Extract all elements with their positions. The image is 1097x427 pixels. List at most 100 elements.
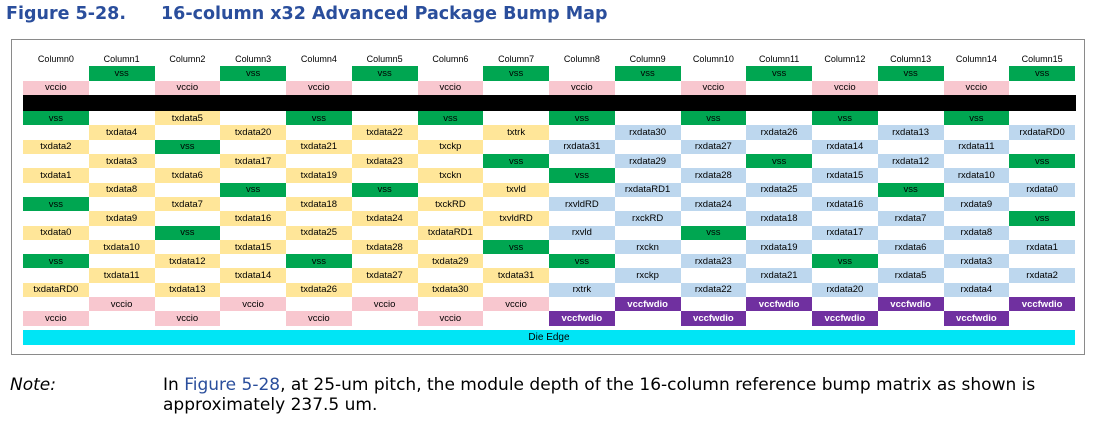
bump-cell: vss xyxy=(680,225,747,240)
figure-reference-link[interactable]: Figure 5-28 xyxy=(184,375,281,395)
bump-cell xyxy=(286,297,352,312)
bump-cell xyxy=(746,168,812,183)
bump-cell: rxdata5 xyxy=(877,268,944,283)
note-text-after: , at 25-um pitch, the module depth of th… xyxy=(163,375,1036,415)
bump-cell: vss xyxy=(286,110,352,126)
bump-cell xyxy=(351,225,418,240)
bump-row: txdata4 txdata20 txdata22 txtrk rxdata30 rxda… xyxy=(23,125,1075,140)
bump-cell: rxdata25 xyxy=(746,182,812,197)
bump-cell xyxy=(877,225,944,240)
bump-cell: rxdata30 xyxy=(614,125,681,140)
figure-number: Figure 5-28. xyxy=(6,4,126,24)
bump-cell: rxdata21 xyxy=(746,268,812,283)
bump-row: vccio vccio vccio vccio vccio vccio vccio vccio xyxy=(23,80,1075,96)
bump-cell: vss xyxy=(549,254,615,269)
bump-cell xyxy=(351,110,418,126)
bump-cell xyxy=(1009,139,1075,155)
bump-cell: vss xyxy=(812,110,878,126)
bump-cell: vccfwdio xyxy=(680,311,747,326)
bump-cell: txdata12 xyxy=(154,254,221,269)
bump-cell xyxy=(417,211,484,226)
bump-cell: vss xyxy=(1009,154,1075,169)
bump-cell xyxy=(549,211,615,226)
bump-cell xyxy=(877,282,944,298)
bump-cell: vss xyxy=(483,66,549,81)
bump-cell: vccfwdio xyxy=(746,297,812,312)
bump-cell: txdata28 xyxy=(351,239,418,255)
bump-cell xyxy=(746,225,812,240)
bump-cell: vss xyxy=(549,110,615,126)
bump-cell xyxy=(417,297,484,312)
bump-cell: vccio xyxy=(812,80,878,96)
bump-cell xyxy=(154,239,221,255)
bump-cell: rxdata24 xyxy=(680,196,747,212)
bump-cell xyxy=(877,80,944,96)
bump-cell xyxy=(680,95,747,111)
bump-cell xyxy=(88,139,155,155)
bump-cell: rxdata23 xyxy=(680,254,747,269)
bump-cell xyxy=(286,268,352,283)
column-header: Column14 xyxy=(943,52,1010,67)
bump-cell xyxy=(614,311,681,326)
bump-cell xyxy=(88,225,155,240)
bump-cell: txvld xyxy=(483,182,549,197)
bump-cell: rxckRD xyxy=(614,211,681,226)
bump-cell: vccio xyxy=(88,297,155,312)
bump-cell xyxy=(351,139,418,155)
bump-cell: rxtrk xyxy=(549,282,615,298)
bump-cell xyxy=(746,282,812,298)
bump-cell xyxy=(680,297,747,312)
bump-cell xyxy=(286,66,352,81)
bump-cell xyxy=(614,110,681,126)
bump-cell xyxy=(351,196,418,212)
bump-cell: rxdata29 xyxy=(614,154,681,169)
bump-cell xyxy=(877,168,944,183)
bump-row: vss txdata7 txdata18 txckRD rxvldRD rxdata24 r… xyxy=(23,196,1075,212)
bump-cell: txdata1 xyxy=(23,168,89,183)
bump-cell: txdata2 xyxy=(23,139,89,155)
bump-cell: rxdata20 xyxy=(812,282,878,298)
bump-row: txdata9 txdata16 txdata24 txvldRD rxckRD rxda… xyxy=(23,211,1075,226)
bump-cell: vss xyxy=(483,154,549,169)
bump-map-table: Column0 Column1 Column2 Column3 Column4 Colum… xyxy=(23,52,1076,326)
bump-cell: rxdata22 xyxy=(680,282,747,298)
bump-cell: rxckp xyxy=(614,268,681,283)
bump-cell: rxdata31 xyxy=(549,139,615,155)
bump-cell xyxy=(286,182,352,197)
bump-cell: txdatasbRD xyxy=(88,94,155,112)
bump-cell: vss xyxy=(23,110,89,126)
bump-cell xyxy=(220,80,286,96)
bump-cell xyxy=(1009,168,1075,183)
bump-cell xyxy=(88,110,155,126)
bump-cell: vss xyxy=(286,254,352,269)
bump-cell xyxy=(286,211,352,226)
bump-cell: vccfwdio xyxy=(877,297,944,312)
bump-row: vss txdata12 vss txdata29 vss rxdata23 vss rxda… xyxy=(23,254,1075,269)
bump-cell: vss xyxy=(23,196,89,212)
bump-cell: txdata5 xyxy=(154,110,221,126)
bump-cell xyxy=(417,182,484,197)
bump-cell: rxdata4 xyxy=(943,282,1010,298)
bump-cell xyxy=(1009,254,1075,269)
bump-cell xyxy=(23,268,89,283)
bump-cell xyxy=(549,66,615,81)
bump-cell xyxy=(88,282,155,298)
bump-cell xyxy=(549,95,615,111)
bump-cell xyxy=(1009,225,1075,240)
bump-cell xyxy=(614,282,681,298)
bump-cell xyxy=(483,168,549,183)
column-header: Column0 xyxy=(23,52,89,67)
bump-cell xyxy=(417,154,484,169)
bump-cell xyxy=(614,196,681,212)
column-header: Column13 xyxy=(877,52,944,67)
bump-cell: rxvld xyxy=(549,225,615,240)
bump-cell xyxy=(943,66,1010,81)
bump-cell: rxdata9 xyxy=(943,196,1010,212)
bump-cell: txdata31 xyxy=(483,268,549,283)
bump-cell: rxdata17 xyxy=(812,225,878,240)
bump-cell xyxy=(614,168,681,183)
bump-row: txdata0 vss txdata25 txdataRD1 rxvld vss rxdat… xyxy=(23,225,1075,240)
bump-cell: rxdata3 xyxy=(943,254,1010,269)
bump-cell: txdata4 xyxy=(88,125,155,140)
bump-cell: rxdata6 xyxy=(877,239,944,255)
